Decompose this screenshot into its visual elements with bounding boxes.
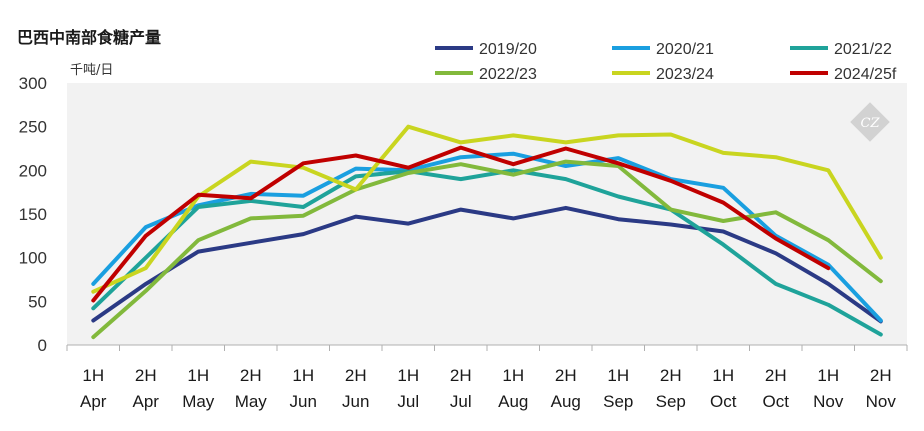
x-tick-label-half: 1H (712, 366, 734, 385)
watermark-text: CZ (861, 116, 881, 131)
x-tick-label-half: 1H (292, 366, 314, 385)
x-tick-label-half: 2H (765, 366, 787, 385)
x-tick-label-half: 2H (135, 366, 157, 385)
chart-title: 巴西中南部食糖产量 (17, 28, 161, 47)
x-tick-label-half: 2H (660, 366, 682, 385)
x-tick-label-month: Aug (498, 392, 528, 411)
x-tick-label-half: 1H (397, 366, 419, 385)
x-tick-label-half: 1H (607, 366, 629, 385)
y-tick-label: 300 (19, 74, 47, 93)
x-tick-label-half: 1H (502, 366, 524, 385)
x-tick-label-month: Oct (710, 392, 737, 411)
x-tick-label-half: 2H (240, 366, 262, 385)
series-line-2019-20 (91, 205, 883, 324)
legend: 2019/20 2020/21 2021/22 2022/23 2023/24 2024/… (435, 41, 897, 83)
series-line-2022-23 (91, 159, 883, 340)
watermark-logo: CZ (850, 102, 890, 142)
y-axis-unit-label: 千吨/日 (70, 63, 113, 78)
x-tick-label-half: 1H (817, 366, 839, 385)
legend-label: 2023/24 (656, 66, 714, 83)
x-tick-label-half: 2H (870, 366, 892, 385)
series-line-2021-22 (91, 168, 883, 337)
series-line-2024-25f (91, 145, 831, 303)
legend-label: 2019/20 (479, 41, 537, 58)
y-tick-label: 250 (19, 118, 47, 137)
x-tick-label-month: Oct (763, 392, 790, 411)
y-tick-label: 150 (19, 205, 47, 224)
series-lines (91, 124, 883, 340)
x-tick-label-month: Sep (656, 392, 686, 411)
y-axis-ticks: 0 50 100 150 200 250 300 (19, 74, 47, 355)
x-tick-label-month: Nov (813, 392, 844, 411)
x-tick-label-month: Jul (397, 392, 419, 411)
y-tick-label: 200 (19, 161, 47, 180)
x-axis: 1H Apr 2H Apr 1H May 2H May 1H Jun 2H Jun 1H Jul 2H Jul… (66, 344, 908, 411)
legend-label: 2021/22 (834, 41, 892, 58)
x-tick-label-month: Sep (603, 392, 633, 411)
x-tick-label-half: 2H (345, 366, 367, 385)
x-tick-label-month: Jun (290, 392, 317, 411)
x-tick-label-half: 2H (450, 366, 472, 385)
x-tick-label-half: 1H (187, 366, 209, 385)
y-tick-label: 100 (19, 249, 47, 268)
watermark-diamond (850, 102, 890, 142)
y-tick-label: 0 (38, 336, 47, 355)
x-tick-label-month: Aug (551, 392, 581, 411)
x-tick-label-month: May (235, 392, 268, 411)
legend-label: 2020/21 (656, 41, 714, 58)
y-tick-label: 50 (28, 292, 47, 311)
x-tick-label-half: 1H (82, 366, 104, 385)
legend-label: 2024/25f (834, 66, 897, 83)
legend-label: 2022/23 (479, 66, 537, 83)
series-line-2023-24 (91, 124, 883, 294)
x-tick-label-month: Nov (866, 392, 897, 411)
x-tick-label-half: 2H (555, 366, 577, 385)
x-tick-label-month: Apr (133, 392, 160, 411)
x-tick-label-month: Jun (342, 392, 369, 411)
x-tick-label-month: Jul (450, 392, 472, 411)
x-tick-label-month: May (182, 392, 215, 411)
x-tick-label-month: Apr (80, 392, 107, 411)
